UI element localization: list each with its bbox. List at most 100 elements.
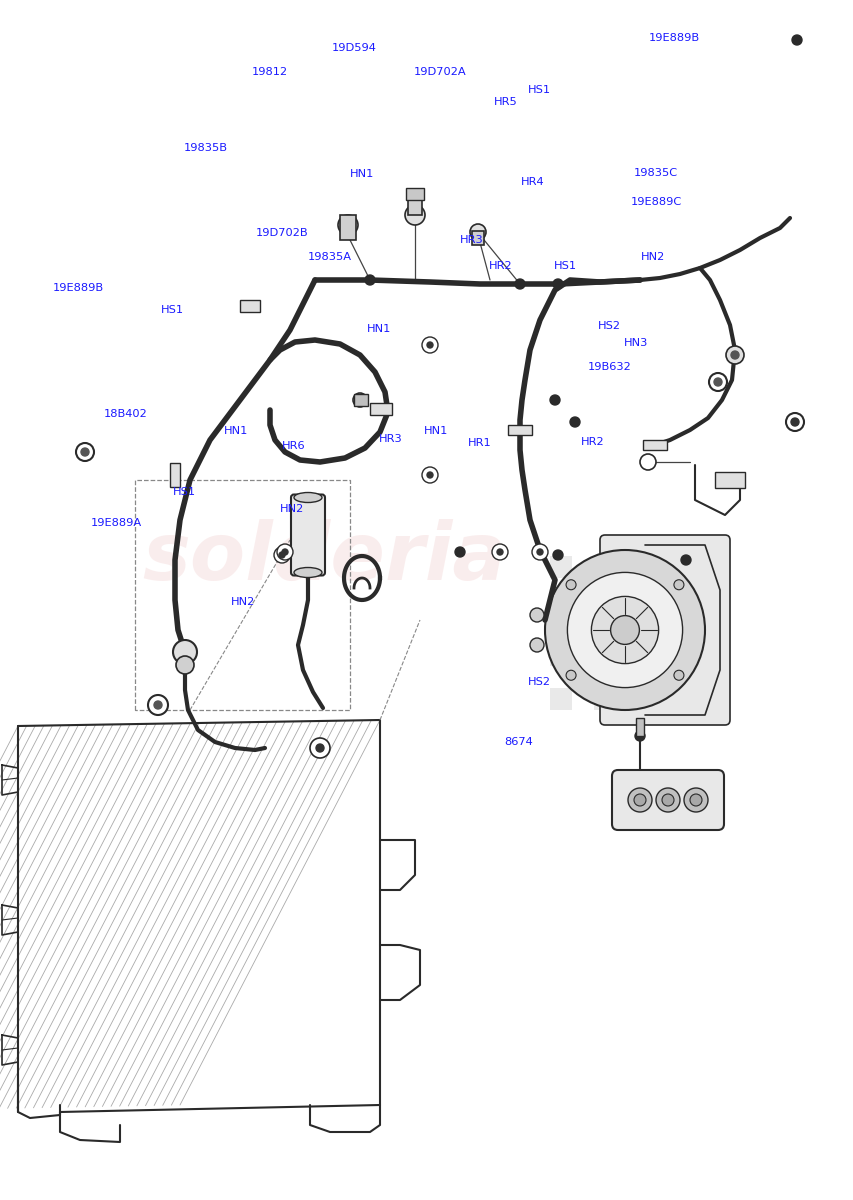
- Text: HN2: HN2: [640, 252, 664, 262]
- Circle shape: [566, 671, 576, 680]
- Circle shape: [655, 788, 679, 812]
- Circle shape: [791, 35, 801, 44]
- Ellipse shape: [293, 492, 322, 503]
- Circle shape: [514, 278, 525, 289]
- Circle shape: [530, 608, 543, 622]
- Text: HS1: HS1: [553, 262, 576, 271]
- Bar: [472, 230, 484, 245]
- Text: HN2: HN2: [280, 504, 304, 514]
- Bar: [354, 394, 368, 406]
- Circle shape: [537, 550, 543, 554]
- Bar: [549, 688, 572, 710]
- Bar: [659, 622, 682, 644]
- Text: 19D594: 19D594: [332, 43, 376, 53]
- Circle shape: [81, 448, 89, 456]
- Bar: [714, 472, 744, 488]
- Circle shape: [610, 616, 639, 644]
- Circle shape: [633, 794, 645, 806]
- Ellipse shape: [293, 568, 322, 577]
- Text: 19D702B: 19D702B: [256, 228, 309, 238]
- Circle shape: [276, 544, 293, 560]
- Circle shape: [154, 701, 162, 709]
- Text: HS1: HS1: [527, 85, 550, 95]
- FancyBboxPatch shape: [291, 494, 325, 576]
- Circle shape: [281, 550, 287, 554]
- Text: 19E889B: 19E889B: [53, 283, 104, 293]
- Bar: [682, 688, 703, 710]
- Bar: [594, 644, 615, 666]
- Bar: [594, 600, 615, 622]
- Circle shape: [176, 656, 194, 674]
- Bar: [615, 578, 637, 600]
- Text: HN1: HN1: [223, 426, 248, 436]
- Bar: [572, 578, 594, 600]
- Circle shape: [549, 395, 560, 404]
- Circle shape: [661, 794, 673, 806]
- Text: HN1: HN1: [350, 169, 374, 179]
- Bar: [405, 188, 423, 200]
- Text: 19D702A: 19D702A: [414, 67, 467, 77]
- Circle shape: [639, 454, 655, 470]
- Text: HR3: HR3: [459, 235, 483, 245]
- Circle shape: [421, 337, 438, 353]
- Circle shape: [673, 671, 683, 680]
- Circle shape: [683, 788, 707, 812]
- Text: HN1: HN1: [367, 324, 392, 334]
- Text: HR4: HR4: [520, 178, 544, 187]
- Circle shape: [689, 794, 701, 806]
- Circle shape: [785, 413, 803, 431]
- Text: HR2: HR2: [488, 262, 512, 271]
- Bar: [549, 556, 572, 578]
- Text: HR3: HR3: [379, 434, 403, 444]
- Bar: [572, 622, 594, 644]
- Bar: [339, 215, 356, 240]
- Circle shape: [352, 392, 367, 407]
- Circle shape: [673, 580, 683, 589]
- Text: 19E889C: 19E889C: [630, 197, 681, 206]
- Text: 19812: 19812: [252, 67, 287, 77]
- Bar: [170, 463, 180, 487]
- Text: solderia: solderia: [142, 518, 507, 596]
- Bar: [637, 600, 659, 622]
- FancyBboxPatch shape: [612, 770, 723, 830]
- Text: HS2: HS2: [597, 322, 620, 331]
- Bar: [549, 644, 572, 666]
- Circle shape: [173, 640, 197, 664]
- Circle shape: [725, 346, 743, 364]
- Circle shape: [274, 547, 290, 563]
- Circle shape: [421, 467, 438, 482]
- Circle shape: [426, 472, 432, 478]
- Text: HR2: HR2: [580, 437, 604, 446]
- Text: 19835C: 19835C: [633, 168, 677, 178]
- Circle shape: [455, 547, 464, 557]
- Text: 18B402: 18B402: [104, 409, 148, 419]
- Bar: [240, 300, 259, 312]
- Circle shape: [496, 550, 502, 554]
- Circle shape: [713, 378, 721, 386]
- Bar: [682, 644, 703, 666]
- Bar: [637, 688, 659, 710]
- Bar: [637, 644, 659, 666]
- Circle shape: [76, 443, 94, 461]
- Circle shape: [553, 278, 562, 289]
- Bar: [659, 578, 682, 600]
- Text: 8674: 8674: [503, 737, 532, 746]
- Text: 19E889A: 19E889A: [90, 518, 142, 528]
- Circle shape: [148, 695, 168, 715]
- Bar: [408, 197, 421, 215]
- Circle shape: [544, 550, 705, 710]
- Bar: [659, 666, 682, 688]
- Circle shape: [310, 738, 329, 758]
- Text: 19835B: 19835B: [183, 143, 228, 152]
- Circle shape: [531, 544, 548, 560]
- Bar: [572, 666, 594, 688]
- Text: HN2: HN2: [230, 598, 254, 607]
- Bar: [637, 556, 659, 578]
- Text: HR5: HR5: [493, 97, 517, 107]
- Bar: [594, 556, 615, 578]
- Text: 19B632: 19B632: [587, 362, 630, 372]
- Circle shape: [364, 275, 374, 284]
- Circle shape: [790, 418, 798, 426]
- FancyBboxPatch shape: [600, 535, 729, 725]
- Circle shape: [591, 596, 658, 664]
